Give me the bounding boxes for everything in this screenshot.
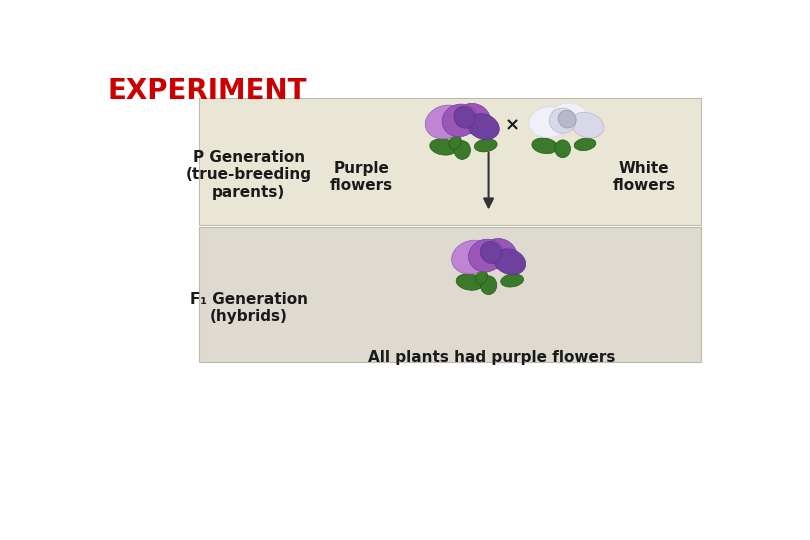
Ellipse shape bbox=[480, 241, 501, 264]
Text: EXPERIMENT: EXPERIMENT bbox=[108, 77, 307, 105]
Ellipse shape bbox=[425, 105, 467, 139]
Ellipse shape bbox=[449, 136, 461, 149]
Ellipse shape bbox=[558, 110, 576, 128]
Ellipse shape bbox=[552, 103, 587, 130]
Text: All plants had purple flowers: All plants had purple flowers bbox=[368, 350, 616, 366]
Text: Purple
flowers: Purple flowers bbox=[330, 161, 394, 193]
Text: White
flowers: White flowers bbox=[612, 161, 676, 193]
Ellipse shape bbox=[480, 276, 497, 294]
Ellipse shape bbox=[571, 112, 603, 138]
Ellipse shape bbox=[468, 239, 504, 272]
Ellipse shape bbox=[529, 107, 569, 138]
Ellipse shape bbox=[456, 274, 484, 291]
Ellipse shape bbox=[430, 139, 457, 155]
Ellipse shape bbox=[442, 104, 478, 137]
Ellipse shape bbox=[494, 249, 526, 275]
Ellipse shape bbox=[467, 114, 499, 139]
Ellipse shape bbox=[457, 103, 491, 134]
Text: F₁ Generation
(hybrids): F₁ Generation (hybrids) bbox=[190, 292, 308, 324]
Ellipse shape bbox=[454, 141, 471, 159]
Ellipse shape bbox=[454, 106, 475, 128]
Text: P Generation
(true-breeding
parents): P Generation (true-breeding parents) bbox=[185, 150, 312, 200]
Ellipse shape bbox=[574, 138, 596, 151]
Ellipse shape bbox=[452, 240, 492, 274]
Ellipse shape bbox=[501, 274, 523, 287]
Ellipse shape bbox=[475, 271, 488, 285]
Bar bbox=[198, 227, 701, 362]
Ellipse shape bbox=[549, 108, 576, 133]
Bar bbox=[198, 98, 701, 225]
Ellipse shape bbox=[532, 138, 557, 154]
Text: ×: × bbox=[505, 116, 520, 134]
Ellipse shape bbox=[484, 239, 517, 269]
Ellipse shape bbox=[555, 140, 570, 158]
Ellipse shape bbox=[475, 139, 497, 152]
